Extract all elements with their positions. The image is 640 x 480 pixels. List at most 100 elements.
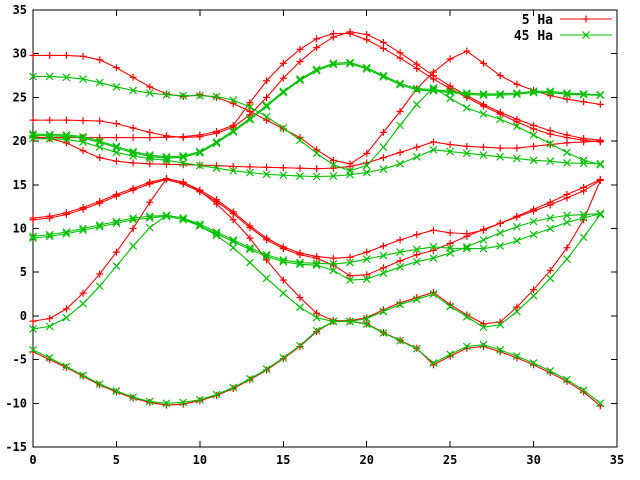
x-axis-tick-label: 20	[359, 453, 373, 467]
cross-marker	[279, 88, 288, 97]
cross-marker	[346, 317, 354, 326]
cross-marker	[479, 235, 488, 244]
cross-marker	[496, 89, 505, 98]
cross-marker	[512, 236, 521, 245]
cross-marker	[62, 313, 71, 322]
cross-marker	[396, 263, 405, 271]
cross-marker	[112, 143, 121, 152]
cross-marker	[79, 132, 87, 141]
cross-marker	[212, 139, 221, 148]
cross-marker	[496, 91, 505, 100]
legend-marker-sample	[582, 15, 590, 23]
cross-marker	[245, 258, 254, 267]
series-45Ha-band-5	[29, 134, 605, 181]
cross-marker	[579, 90, 588, 99]
cross-marker	[546, 87, 555, 96]
cross-marker	[62, 73, 71, 82]
cross-marker	[162, 212, 171, 221]
cross-marker	[279, 289, 288, 298]
cross-marker	[312, 313, 321, 322]
x-axis-tick-label: 5	[113, 453, 120, 467]
cross-marker	[212, 390, 221, 399]
cross-marker	[279, 87, 288, 96]
cross-marker	[479, 323, 488, 332]
cross-marker	[546, 88, 555, 97]
cross-marker	[279, 256, 288, 264]
cross-marker	[529, 230, 538, 239]
cross-marker	[362, 320, 371, 329]
series-5Ha-band-8	[29, 28, 604, 144]
cross-marker	[579, 214, 588, 222]
cross-marker	[312, 172, 321, 181]
cross-marker	[546, 274, 555, 283]
cross-marker	[145, 223, 154, 232]
cross-marker	[45, 353, 54, 362]
cross-marker	[112, 142, 121, 151]
cross-marker	[563, 89, 571, 97]
cross-marker	[563, 211, 571, 220]
cross-marker	[462, 242, 471, 251]
cross-marker	[546, 214, 555, 222]
y-axis-tick-label: 5	[20, 265, 27, 279]
cross-marker	[529, 291, 538, 300]
cross-marker	[262, 252, 271, 261]
cross-marker	[512, 89, 521, 97]
cross-marker	[596, 209, 605, 218]
y-axis-tick-label: 20	[13, 134, 27, 148]
cross-marker	[245, 245, 254, 254]
cross-marker	[95, 282, 104, 291]
cross-marker	[546, 139, 555, 148]
cross-marker	[95, 137, 104, 146]
cross-marker	[195, 220, 204, 229]
cross-marker	[396, 336, 405, 345]
cross-marker	[45, 131, 54, 140]
cross-marker	[179, 153, 188, 162]
cross-marker	[112, 219, 121, 228]
cross-marker	[346, 258, 354, 267]
cross-marker	[296, 303, 304, 312]
cross-marker	[229, 166, 238, 175]
cross-marker	[512, 90, 521, 99]
cross-marker	[462, 342, 471, 351]
cross-marker	[296, 172, 304, 180]
cross-marker	[229, 383, 238, 392]
cross-marker	[446, 350, 455, 359]
plot-border	[32, 9, 618, 448]
y-axis-tick-label: 10	[13, 222, 27, 236]
cross-marker	[95, 138, 104, 147]
x-axis-tick-label: 25	[443, 453, 457, 467]
cross-marker	[212, 229, 221, 238]
cross-marker	[396, 80, 405, 89]
cross-marker	[596, 210, 605, 219]
cross-marker	[512, 122, 521, 131]
cross-marker	[512, 222, 521, 231]
cross-marker	[563, 90, 571, 99]
cross-marker	[245, 374, 254, 383]
cross-marker	[296, 258, 304, 267]
cross-marker	[396, 248, 405, 257]
cross-marker	[312, 149, 321, 158]
cross-marker	[379, 329, 388, 337]
cross-marker	[129, 215, 138, 224]
cross-marker	[412, 152, 421, 161]
cross-marker	[496, 242, 505, 250]
cross-marker	[312, 66, 321, 75]
cross-marker	[296, 76, 304, 85]
cross-marker	[479, 151, 488, 160]
series-45Ha-band-1	[29, 317, 605, 408]
cross-marker	[596, 399, 605, 408]
cross-marker	[279, 171, 288, 180]
cross-marker	[412, 245, 421, 254]
cross-marker	[95, 380, 104, 388]
cross-marker	[245, 115, 254, 124]
cross-marker	[79, 226, 87, 235]
series-line-45Ha-band-6	[32, 61, 601, 158]
cross-marker	[229, 235, 238, 244]
legend-label: 45 Ha	[514, 29, 553, 44]
y-axis-tick-label: -10	[5, 396, 27, 410]
cross-marker	[479, 244, 488, 253]
cross-marker	[112, 387, 121, 395]
cross-marker	[496, 152, 505, 161]
